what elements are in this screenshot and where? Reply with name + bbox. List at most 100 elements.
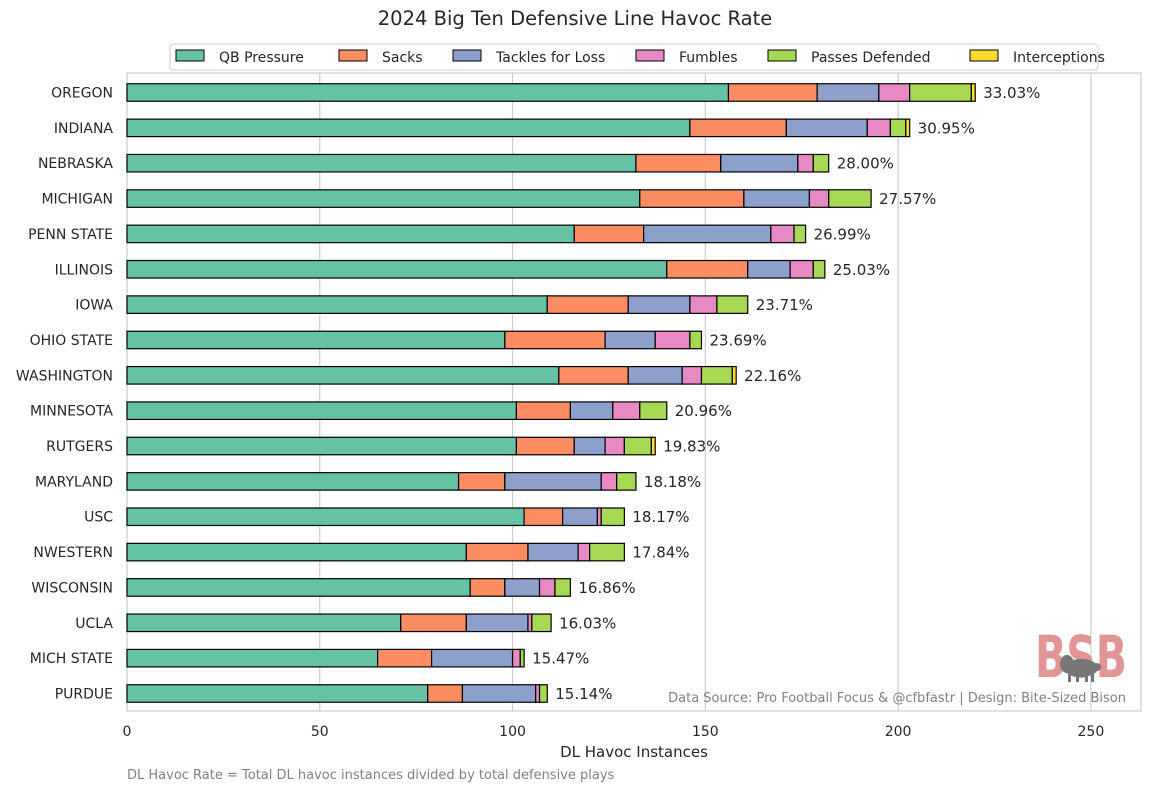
category-label: MINNESOTA [30,404,113,420]
x-tick-label: 0 [123,724,132,740]
legend: QB Pressure Sacks Tackles for Loss Fumbles P… [169,43,1105,71]
chart-title: 2024 Big Ten Defensive Line Havoc Rate [378,7,772,30]
bar-segment-fumbles [789,259,814,279]
category-label: UCLA [75,616,113,632]
bar-segment-passes-defended [589,542,625,562]
bar-segment-qb-pressure [126,295,548,314]
bar-segment-tackles-for-loss [604,330,656,350]
x-tick-label: 50 [311,724,329,740]
bar-segment-qb-pressure [126,189,641,208]
category-label: MARYLAND [35,474,113,490]
bar-segment-qb-pressure [126,118,691,138]
bar-segment-tackles-for-loss [569,401,614,421]
legend-swatch-passes-defended [767,49,797,62]
bar-segment-fumbles [797,153,814,173]
x-tick-label: 100 [499,724,526,740]
category-label: MICH STATE [30,651,113,667]
category-label: INDIANA [54,121,114,137]
category-label: ILLINOIS [55,262,113,278]
bar-segment-qb-pressure [126,224,575,244]
bar-value-label: 16.03% [559,614,616,632]
bar-segment-passes-defended [812,153,830,173]
category-label: PURDUE [55,687,113,703]
bar-segment-qb-pressure [126,507,525,527]
bar-segment-sacks [573,224,645,244]
bar-segment-tackles-for-loss [747,259,791,279]
bar-segment-interceptions [731,365,737,385]
bar-value-label: 17.84% [632,544,689,562]
bar-value-label: 28.00% [837,155,894,173]
bar-segment-qb-pressure [126,259,668,279]
bar-segment-passes-defended [812,259,826,279]
footnote: DL Havoc Rate = Total DL havoc instances… [127,768,615,783]
bar-segment-sacks [689,118,787,138]
bar-value-label: 27.57% [879,190,936,208]
bar-segment-interceptions [970,83,976,102]
bar-value-label: 15.47% [532,650,589,668]
bar-segment-tackles-for-loss [430,648,514,668]
bar-segment-sacks [666,259,749,279]
bar-segment-passes-defended [639,401,668,421]
bar-segment-passes-defended [519,648,525,668]
bar-segment-passes-defended [623,436,652,456]
bison-icon [1060,655,1101,682]
bar-segment-sacks [400,613,467,633]
bar-value-label: 15.14% [555,685,612,703]
bar-segment-qb-pressure [126,330,506,350]
grid-layer [319,73,1092,711]
bar-segment-qb-pressure [126,613,402,633]
bar-segment-fumbles [612,401,641,421]
x-axis-ticks: 0 50 100 150 200 250 [123,724,1105,740]
bar-value-label: 19.83% [663,438,720,456]
bar-value-label: 25.03% [833,261,890,279]
bar-segment-fumbles [878,83,911,102]
bar-segment-tackles-for-loss [743,189,811,208]
bar-segment-tackles-for-loss [465,613,529,633]
bar-segment-qb-pressure [126,436,518,456]
bar-segment-fumbles [770,224,795,244]
category-label: WISCONSIN [31,580,113,596]
legend-label: QB Pressure [219,50,304,66]
bar-segment-qb-pressure [126,153,637,173]
legend-swatch-qb-pressure [175,49,205,62]
category-labels: OREGON INDIANA NEBRASKA MICHIGAN PENN STATE I… [16,86,113,703]
bar-segment-interceptions [905,118,911,138]
bar-segment-fumbles [538,578,556,597]
bar-segment-passes-defended [909,83,972,102]
bar-segment-sacks [465,542,529,562]
bar-segment-sacks [639,189,745,208]
bar-segment-tackles-for-loss [461,684,537,703]
legend-frame [169,43,1099,71]
bar-segment-tackles-for-loss [504,472,602,491]
bar-value-labels: 33.03% 30.95% 28.00% 27.57% 26.99% 25.03% 23.7… [532,84,1040,703]
category-label: NWESTERN [33,545,113,561]
bar-value-label: 16.86% [578,579,635,597]
plot-frame [126,72,1142,712]
bar-segment-fumbles [654,330,691,350]
bar-segment-tackles-for-loss [785,118,868,138]
bar-segment-qb-pressure [126,684,429,703]
category-label: NEBRASKA [38,156,113,172]
bar-segment-tackles-for-loss [816,83,880,102]
bar-segment-sacks [427,684,464,703]
legend-label: Interceptions [1013,50,1105,66]
legend-swatch-fumbles [635,49,665,62]
bar-segment-passes-defended [600,507,625,527]
category-label: WASHINGTON [16,368,113,384]
bar-segment-sacks [515,401,571,421]
bar-segment-sacks [504,330,606,350]
legend-swatch-tackles-for-loss [452,49,482,62]
bar-segment-passes-defended [700,365,733,385]
bar-segment-tackles-for-loss [573,436,606,456]
bar-segment-qb-pressure [126,578,471,597]
bar-segment-passes-defended [689,330,703,350]
bar-segment-passes-defended [793,224,807,244]
bar-segment-sacks [469,578,506,597]
bar-segment-fumbles [511,648,521,668]
legend-label: Tackles for Loss [495,50,605,66]
bars-layer [126,83,976,703]
bar-segment-sacks [457,472,506,491]
bar-segment-tackles-for-loss [627,365,683,385]
bar-segment-fumbles [808,189,830,208]
